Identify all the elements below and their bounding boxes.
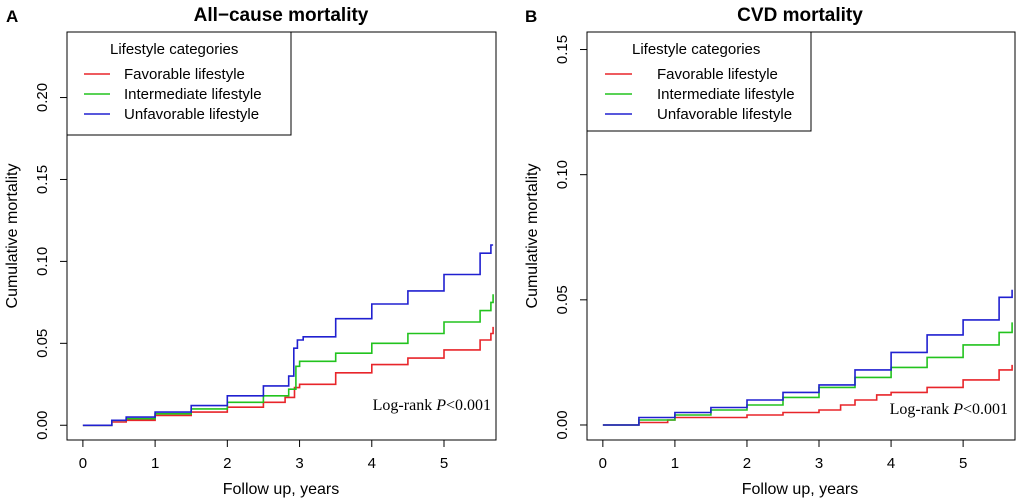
legend-label-favorable-a: Favorable lifestyle (124, 66, 245, 83)
x-tick-label-0-a: 0 (79, 455, 87, 472)
panel-letter-a: A (6, 7, 18, 26)
chart-title-b: CVD mortality (737, 5, 863, 26)
y-axis-title-a: Cumulative mortality (4, 164, 21, 309)
legend-b: Lifestyle categories Favorable lifestyle… (586, 31, 812, 132)
panel-letter-b: B (525, 7, 537, 26)
log-rank-annotation-b: Log-rank P<0.001 (890, 401, 1008, 418)
series-layer-a (82, 244, 494, 427)
x-axis-title-a: Follow up, years (223, 481, 340, 498)
x-tick-label-5-a: 5 (440, 455, 448, 472)
y-tick-label-2-a: 0.10 (34, 247, 51, 276)
y-axis-title-b: Cumulative mortality (524, 164, 541, 309)
series-layer-b (602, 289, 1013, 426)
series-line-intermediate-a (82, 294, 494, 427)
legend-a: Lifestyle categories Favorable lifestyle… (66, 31, 292, 136)
legend-title-b: Lifestyle categories (632, 41, 760, 58)
y-tick-label-3-a: 0.15 (34, 165, 51, 194)
y-tick-label-0-a: 0.00 (34, 411, 51, 440)
x-tick-label-3-a: 3 (295, 455, 303, 472)
x-tick-label-5-b: 5 (959, 455, 967, 472)
y-tick-label-1-b: 0.05 (554, 285, 571, 314)
x-axis-title-b: Follow up, years (742, 481, 859, 498)
legend-box-a (66, 31, 292, 136)
x-axis-ticks-b: 0 1 2 3 4 5 (599, 439, 967, 472)
chart-title-a: All−cause mortality (194, 5, 369, 26)
series-line-unfavorable-a (82, 244, 494, 427)
y-tick-label-1-a: 0.05 (34, 329, 51, 358)
x-tick-label-1-b: 1 (671, 455, 679, 472)
y-tick-label-4-a: 0.20 (34, 83, 51, 112)
panel-a: A All−cause mortality 0 1 2 3 4 5 0.00 0.05 0.1… (4, 5, 497, 498)
legend-label-favorable-b: Favorable lifestyle (657, 66, 778, 83)
x-tick-label-1-a: 1 (151, 455, 159, 472)
x-tick-label-4-a: 4 (368, 455, 376, 472)
legend-label-intermediate-b: Intermediate lifestyle (657, 86, 795, 103)
y-tick-label-0-b: 0.00 (554, 410, 571, 439)
y-axis-ticks-b: 0.00 0.05 0.10 0.15 (554, 35, 588, 440)
x-tick-label-3-b: 3 (815, 455, 823, 472)
x-tick-label-0-b: 0 (599, 455, 607, 472)
y-axis-ticks-a: 0.00 0.05 0.10 0.15 0.20 (34, 83, 68, 440)
series-line-unfavorable-b (602, 289, 1013, 426)
y-tick-label-3-b: 0.15 (554, 35, 571, 64)
legend-label-unfavorable-a: Unfavorable lifestyle (124, 106, 259, 123)
legend-label-intermediate-a: Intermediate lifestyle (124, 86, 262, 103)
log-rank-annotation-a: Log-rank P<0.001 (373, 397, 491, 414)
x-tick-label-4-b: 4 (887, 455, 895, 472)
x-tick-label-2-a: 2 (223, 455, 231, 472)
legend-label-unfavorable-b: Unfavorable lifestyle (657, 106, 792, 123)
y-tick-label-2-b: 0.10 (554, 160, 571, 189)
legend-title-a: Lifestyle categories (110, 41, 238, 58)
x-axis-ticks-a: 0 1 2 3 4 5 (79, 439, 448, 472)
x-tick-label-2-b: 2 (743, 455, 751, 472)
series-line-favorable-a (82, 326, 494, 427)
